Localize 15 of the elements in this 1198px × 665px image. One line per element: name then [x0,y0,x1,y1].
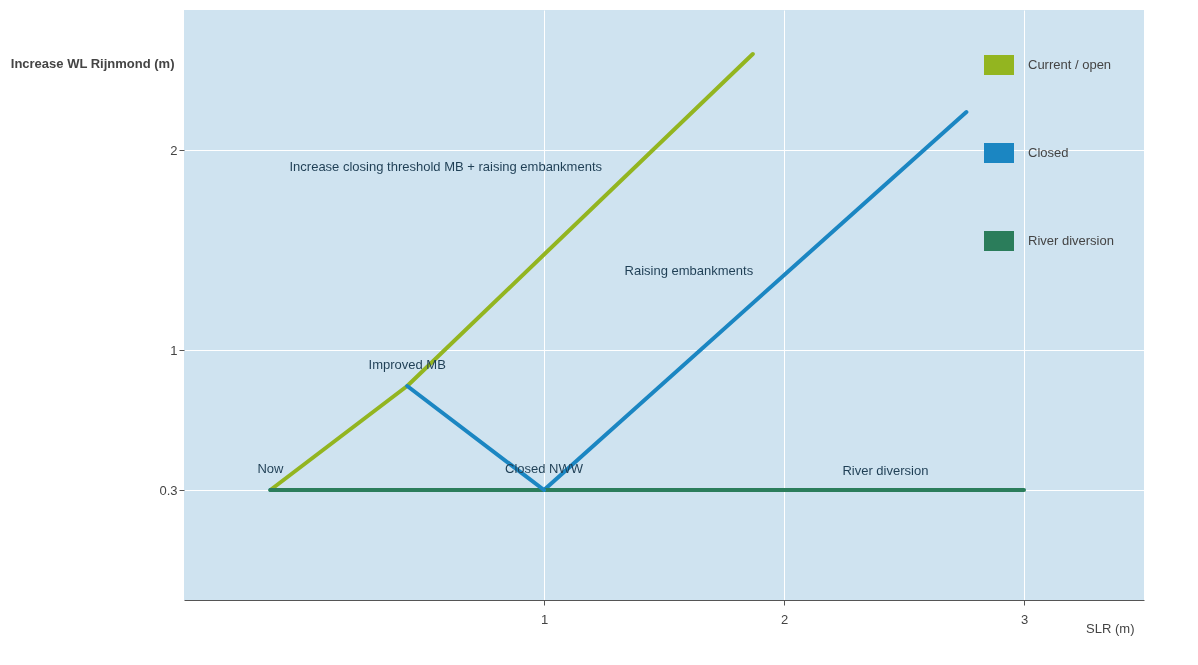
annotation: River diversion [842,463,929,478]
y-tick-label: 0.3 [159,482,178,498]
x-tick-label: 2 [780,611,789,627]
legend-label: Closed [1028,145,1069,160]
x-tick-label: 3 [1020,611,1029,627]
y-tick-label: 1 [170,342,178,358]
annotation: Increase closing threshold MB + raising embankments [289,159,603,174]
annotation: Raising embankments [624,263,754,278]
y-axis-title: Increase WL Rijnmond (m) [10,55,175,71]
y-tick-label: 2 [170,142,178,158]
legend-label: Current / open [1028,57,1112,72]
x-axis-title: SLR (m) [1086,620,1135,636]
legend-label: River diversion [1028,233,1114,248]
annotation: Now [257,461,285,476]
x-tick-label: 1 [540,611,549,627]
